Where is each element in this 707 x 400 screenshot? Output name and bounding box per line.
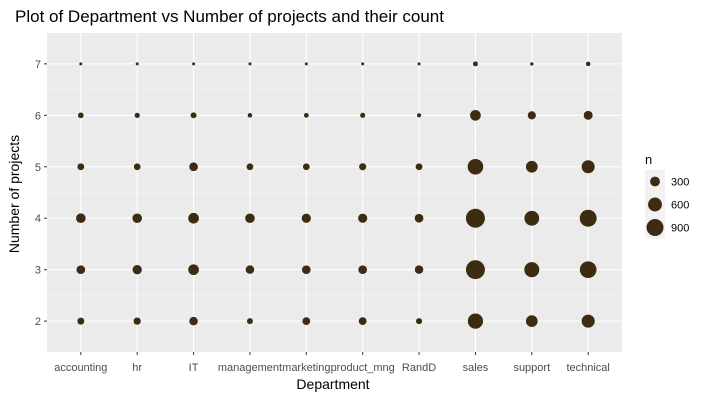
legend-label: 900 <box>671 223 689 235</box>
data-point <box>248 62 252 66</box>
y-axis-ticks: 2 3 4 5 6 7 <box>35 59 47 328</box>
data-point <box>465 208 485 228</box>
data-point <box>467 313 484 329</box>
legend-title: n <box>645 152 652 167</box>
data-point <box>301 265 311 275</box>
data-point <box>246 163 254 171</box>
legend-point <box>648 197 662 212</box>
data-point <box>135 62 139 66</box>
legend-point <box>650 176 660 187</box>
data-point <box>76 265 86 275</box>
data-point <box>581 160 595 174</box>
data-point <box>581 314 595 328</box>
y-tick-label: 2 <box>35 316 41 328</box>
y-tick-label: 4 <box>35 213 41 225</box>
data-point <box>527 111 536 120</box>
y-tick-label: 6 <box>35 110 41 122</box>
data-point <box>132 265 142 275</box>
data-point <box>188 212 199 224</box>
x-tick-label: support <box>513 362 550 374</box>
y-axis-title: Number of projects <box>6 135 22 253</box>
data-point <box>414 265 424 274</box>
data-point <box>467 158 484 175</box>
chart-title: Plot of Department vs Number of projects… <box>15 7 444 26</box>
data-point <box>524 210 540 226</box>
legend-label: 600 <box>671 200 689 212</box>
data-point <box>359 163 367 171</box>
data-point <box>416 318 423 325</box>
data-point <box>358 265 368 275</box>
data-point <box>301 213 311 223</box>
y-tick-label: 7 <box>35 59 41 71</box>
data-point <box>416 113 422 118</box>
x-tick-label: RandD <box>402 362 436 374</box>
data-point <box>133 163 141 171</box>
data-point <box>358 317 367 326</box>
data-point <box>361 62 365 66</box>
data-point <box>465 260 485 280</box>
data-point <box>189 316 198 326</box>
data-point <box>189 162 198 172</box>
data-point <box>77 112 84 119</box>
data-point <box>77 163 85 171</box>
data-point <box>77 317 85 325</box>
x-tick-label: accounting <box>54 362 107 374</box>
data-point <box>76 213 86 224</box>
x-tick-label: product_mng <box>331 362 395 374</box>
data-point <box>302 163 310 171</box>
data-point <box>246 318 253 325</box>
data-point <box>417 62 421 66</box>
data-point <box>525 315 538 327</box>
data-point <box>360 112 366 118</box>
data-point <box>530 62 534 66</box>
x-axis-ticks: accounting hr IT management marketing product… <box>54 352 610 374</box>
data-point <box>192 62 196 66</box>
major-gridlines <box>47 33 622 352</box>
data-point <box>303 112 309 118</box>
x-tick-label: hr <box>132 362 142 374</box>
data-point <box>133 317 141 325</box>
legend-label: 300 <box>671 177 689 189</box>
data-point <box>245 265 255 274</box>
data-point <box>470 109 481 121</box>
data-point <box>132 213 142 224</box>
data-points <box>76 61 597 329</box>
data-point <box>247 113 253 118</box>
x-tick-label: marketing <box>282 362 330 374</box>
data-point <box>585 61 591 67</box>
data-point <box>190 112 197 119</box>
y-tick-label: 3 <box>35 265 41 277</box>
data-point <box>304 62 308 66</box>
data-point <box>579 209 597 227</box>
minor-gridlines <box>47 89 622 296</box>
x-tick-label: IT <box>189 362 199 374</box>
data-point <box>472 61 478 67</box>
x-axis-title: Department <box>296 376 369 392</box>
data-point <box>583 110 593 120</box>
data-point <box>188 264 199 276</box>
data-point <box>302 317 311 326</box>
data-point <box>524 262 540 278</box>
legend: n 300 600 900 <box>645 152 689 239</box>
data-point <box>414 213 424 223</box>
x-tick-label: sales <box>463 362 489 374</box>
data-point <box>579 261 597 279</box>
data-point <box>415 163 423 171</box>
x-tick-label: management <box>218 362 282 374</box>
legend-point <box>646 219 664 236</box>
data-point <box>134 112 140 118</box>
data-point <box>245 213 255 224</box>
data-point <box>525 160 538 173</box>
y-tick-label: 5 <box>35 162 41 174</box>
x-tick-label: technical <box>566 362 609 374</box>
data-point <box>358 213 368 223</box>
data-point <box>79 62 83 66</box>
